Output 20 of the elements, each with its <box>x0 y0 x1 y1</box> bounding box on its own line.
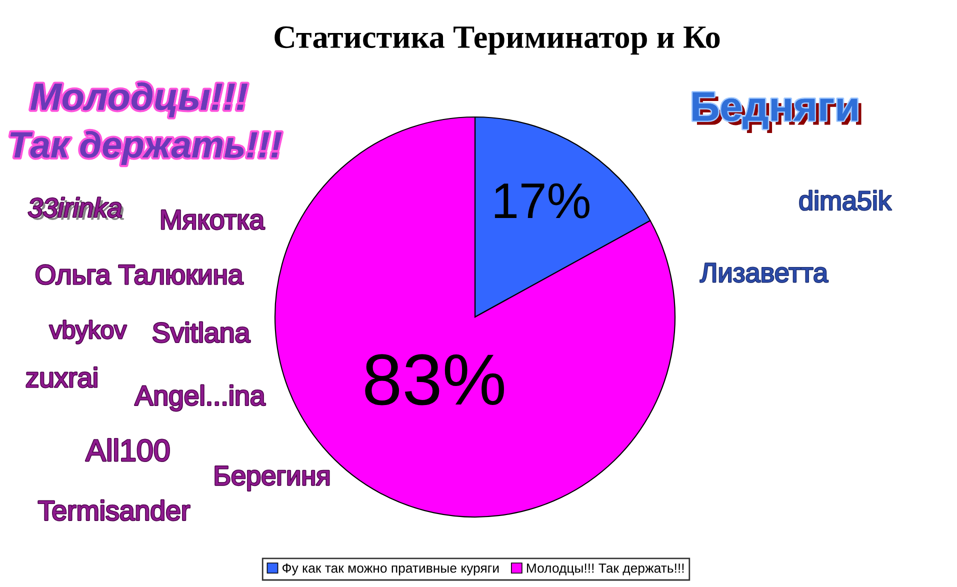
text: Так держать!!! <box>10 130 282 166</box>
text: Молодцы!!! <box>30 82 248 118</box>
text: zuxrai <box>26 367 97 388</box>
text: dima5ik <box>800 190 892 210</box>
text: 33irinka <box>28 197 124 220</box>
text: Ольга Талюкина <box>36 264 244 284</box>
text: Angel...ina <box>134 385 266 411</box>
legend-label: Молодцы!!! Так держать!!! <box>527 564 684 576</box>
text: vbykov <box>50 320 126 344</box>
text: All100 <box>86 438 170 462</box>
text: Берегиня <box>215 466 329 491</box>
data-label: 17% <box>494 183 590 218</box>
chart-title: Статистика Териминатор и Ко <box>274 26 720 55</box>
text: Мякотка <box>162 210 265 230</box>
text: Svitlana <box>153 322 250 342</box>
legend-label: Фу как так можно пративные куряги <box>282 564 499 576</box>
text: Лизаветта <box>700 263 828 282</box>
text: Бедняги <box>692 92 862 134</box>
text: Termisander <box>38 500 190 520</box>
data-label: 83% <box>365 354 504 406</box>
